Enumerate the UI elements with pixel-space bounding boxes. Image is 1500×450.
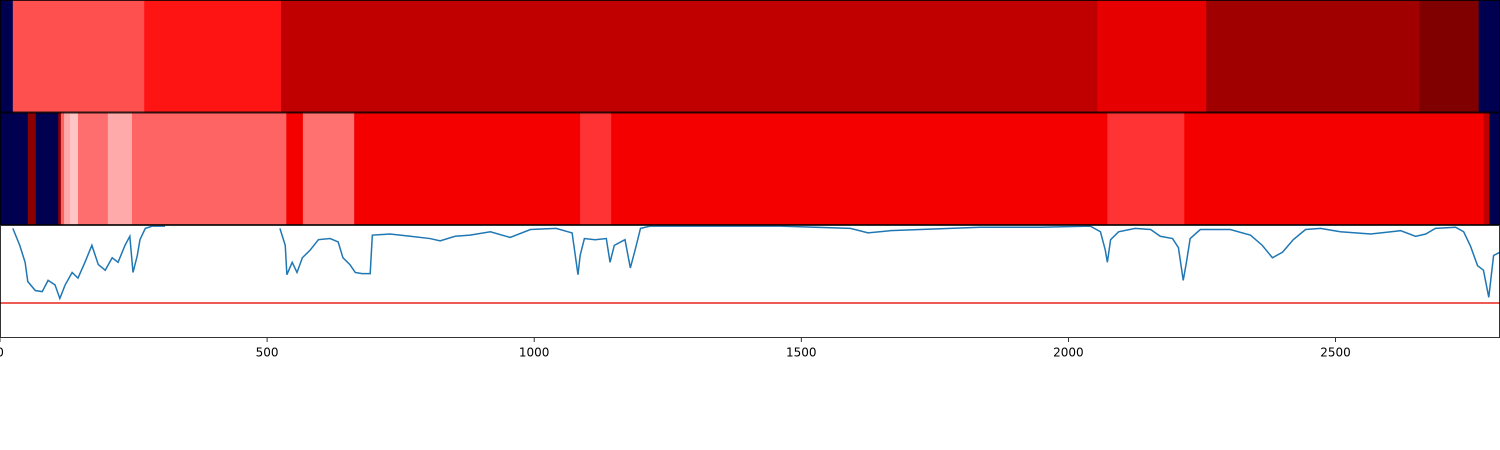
strip-segment [107, 112, 133, 225]
strip-segment [1206, 0, 1420, 113]
strip-segment [280, 0, 1098, 113]
strip-segment [1419, 0, 1479, 113]
x-tick-label: 500 [256, 346, 279, 360]
axes-frame [0, 225, 1500, 338]
x-tick-label: 0 [0, 346, 4, 360]
x-tick-label: 1500 [786, 346, 817, 360]
x-tick-label: 2500 [1320, 346, 1351, 360]
x-tick-label: 1000 [519, 346, 550, 360]
strip-segment [12, 0, 145, 113]
strip-segment [1489, 112, 1500, 225]
data-line [12, 225, 1500, 301]
strip-segment [0, 0, 14, 113]
strip-segment [1478, 0, 1500, 113]
strip-segment [35, 112, 59, 225]
strip-segment [27, 112, 37, 225]
strip-segment [611, 112, 1108, 225]
strip-segment [1483, 112, 1490, 225]
strip-segment [69, 112, 79, 225]
strip-segment [144, 0, 282, 113]
strip-segment [77, 112, 109, 225]
strip-segment [0, 112, 29, 225]
strip-segment [1107, 112, 1185, 225]
strip-segment [58, 112, 62, 225]
x-tick-label: 2000 [1053, 346, 1084, 360]
strip-segment [1097, 0, 1207, 113]
strip-segment [1184, 112, 1484, 225]
strip-segment [286, 112, 304, 225]
plot-area [0, 225, 1500, 304]
strip-segment [354, 112, 581, 225]
strip-segment [302, 112, 355, 225]
strip-segment [580, 112, 612, 225]
strip-segment [64, 112, 71, 225]
strip-segment [131, 112, 287, 225]
strip-segment [60, 112, 65, 225]
